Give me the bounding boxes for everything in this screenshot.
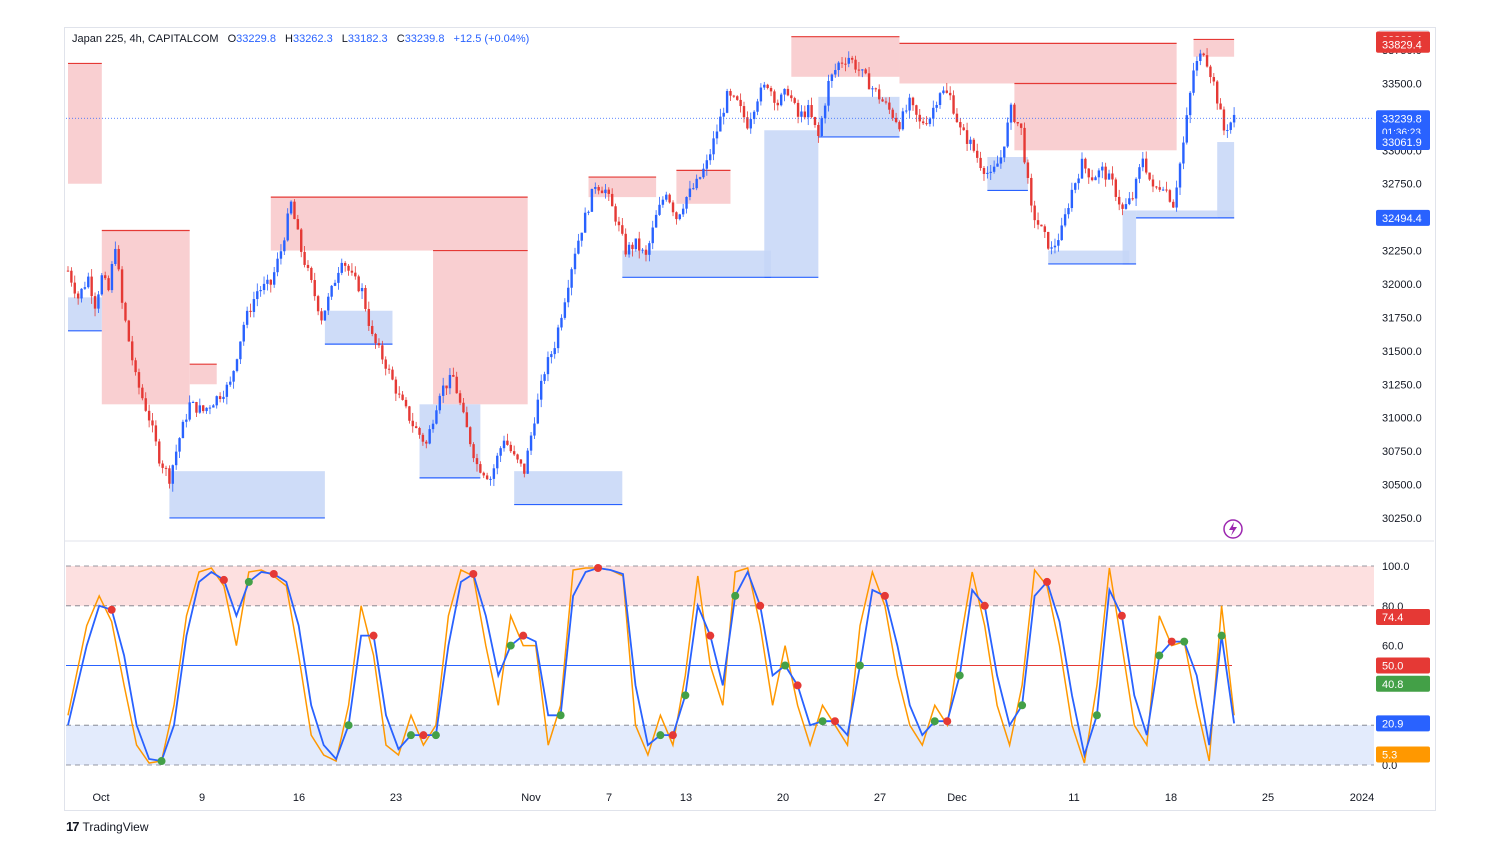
legend-header: Japan 225, 4h, CAPITALCOM O33229.8 H3326… [72, 33, 529, 45]
footer-brand: 17 TradingView [66, 819, 149, 834]
high-label: H [285, 33, 293, 45]
symbol-label[interactable]: Japan 225, 4h, CAPITALCOM [72, 33, 219, 45]
change-value: +12.5 (+0.04%) [453, 33, 530, 45]
open-value: 33229.8 [236, 33, 276, 45]
tradingview-logo-icon: 17 [66, 819, 80, 834]
low-value: 33182.3 [347, 33, 388, 45]
footer-brand-label: TradingView [82, 820, 149, 834]
currency-button[interactable]: JPY [1378, 30, 1430, 52]
chart-frame [64, 27, 1436, 811]
high-value: 33262.3 [292, 33, 333, 45]
close-value: 33239.8 [404, 33, 445, 45]
open-label: O [227, 33, 237, 45]
low-label: L [341, 33, 348, 45]
close-label: C [396, 33, 405, 45]
